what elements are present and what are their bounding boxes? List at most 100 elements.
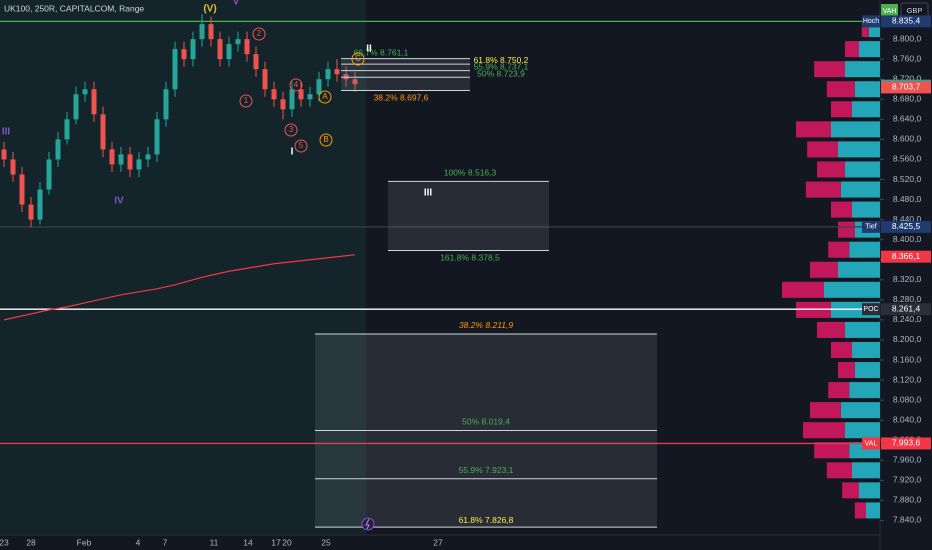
profile-down-bar — [807, 141, 838, 158]
profile-down-bar — [810, 402, 841, 419]
fib-percent: 50% — [477, 69, 494, 79]
profile-down-bar — [826, 462, 852, 479]
candle-body — [199, 24, 205, 40]
x-tick-label: 27 — [433, 537, 443, 547]
wave-label: B — [323, 135, 328, 144]
candle-body — [226, 44, 232, 60]
price-tag-name-box — [862, 220, 880, 233]
candle-body — [91, 89, 97, 115]
price-tag-label: 8.366,1 — [892, 251, 921, 261]
candle-body — [37, 189, 43, 220]
wave-circle — [319, 133, 333, 147]
fib-percent: 38.2% — [374, 93, 399, 103]
fib-value: 8.211,9 — [485, 320, 513, 330]
fib-percent: 38.2% — [459, 320, 484, 330]
candle-body — [163, 89, 169, 120]
wave-label: IV — [114, 196, 124, 207]
fib-value: 8.750,2 — [500, 55, 529, 65]
profile-down-bar — [831, 341, 852, 359]
profile-up-bar — [868, 21, 880, 38]
fib-label: 61.8% 7.826,8 — [459, 515, 514, 525]
candle-body — [280, 99, 286, 110]
y-tick-label: 8.120,0 — [893, 374, 922, 384]
candle-body — [172, 49, 178, 90]
candle-body — [208, 24, 214, 40]
fib-percent: 55.9% — [459, 465, 484, 475]
profile-up-bar — [852, 201, 880, 218]
fib-value: 8.761,1 — [380, 48, 409, 58]
profile-up-bar — [824, 281, 880, 298]
x-tick-label: 14 — [243, 537, 253, 547]
candle-body — [244, 39, 250, 55]
x-tick-label: 7 — [163, 537, 168, 547]
wave-circle — [239, 94, 253, 108]
profile-down-bar — [796, 301, 831, 318]
profile-down-bar — [838, 362, 855, 379]
wave-label: II — [366, 44, 372, 55]
profile-down-bar — [805, 181, 841, 198]
profile-down-bar — [803, 422, 845, 439]
profile-down-bar — [861, 21, 869, 38]
vah-label: VAH — [883, 8, 897, 15]
event-icon[interactable] — [361, 517, 375, 531]
y-tick-label: 8.440,0 — [893, 214, 922, 224]
fib-label: 55.9% 7.923,1 — [459, 465, 514, 475]
candle-body — [316, 79, 322, 95]
y-tick-label: 8.720,0 — [893, 73, 922, 83]
wave-label: 2 — [257, 29, 262, 38]
profile-down-bar — [831, 101, 852, 118]
profile-down-bar — [810, 261, 838, 278]
y-tick-label: 8.640,0 — [893, 114, 922, 124]
profile-up-bar — [840, 402, 880, 419]
wave-label: 3 — [289, 125, 294, 134]
profile-down-bar — [782, 281, 824, 298]
wave-label: III — [424, 188, 433, 199]
fib-percent: 61.8% — [474, 55, 499, 65]
candle-body — [181, 49, 187, 60]
candle-body — [127, 154, 133, 170]
y-tick-label: 8.280,0 — [893, 294, 922, 304]
y-tick-label: 7.840,0 — [893, 515, 922, 525]
price-tag-name-box — [862, 303, 880, 316]
wave-label: 1 — [244, 96, 249, 105]
profile-up-bar — [845, 61, 880, 78]
candle-body — [298, 89, 304, 100]
y-tick-label: 7.960,0 — [893, 455, 922, 465]
wave-label: (V) — [203, 4, 216, 15]
fib-percent: 50% — [462, 417, 479, 427]
y-tick-label: 8.320,0 — [893, 274, 922, 284]
candle-body — [325, 69, 331, 80]
profile-up-bar — [854, 362, 880, 379]
fib-percent: 161.8% — [440, 253, 469, 263]
price-tag-name: POC — [863, 306, 878, 313]
profile-down-bar — [817, 321, 845, 338]
x-tick-label: 17 — [271, 537, 281, 547]
profile-up-bar — [838, 261, 880, 278]
y-tick-label: 8.600,0 — [893, 134, 922, 144]
y-tick-label: 8.760,0 — [893, 53, 922, 63]
symbol-header: UK100, 250R, CAPITALCOM, Range — [4, 3, 144, 13]
currency-label[interactable]: GBP — [907, 6, 923, 15]
y-tick-label: 7.920,0 — [893, 475, 922, 485]
fib-label: 66.7% 8.761,1 — [354, 48, 409, 58]
fib-percent: 61.8% — [459, 515, 484, 525]
price-tag — [881, 81, 931, 94]
profile-down-bar — [831, 201, 852, 218]
price-tag-name: Hoch — [863, 18, 879, 25]
y-tick-label: 8.560,0 — [893, 154, 922, 164]
x-tick-label: 25 — [321, 537, 331, 547]
fib-label: 50% 8.019,4 — [462, 417, 510, 427]
candle-body — [253, 54, 259, 70]
y-tick-label: 8.800,0 — [893, 33, 922, 43]
wave-circle — [284, 123, 298, 137]
wave-label: 4 — [294, 80, 299, 89]
price-tag-label: 7.993,6 — [892, 438, 921, 448]
candle-body — [82, 89, 88, 95]
profile-up-bar — [859, 482, 880, 499]
candle-body — [118, 154, 124, 165]
price-tag-name-box — [862, 437, 880, 450]
wave-circle — [318, 90, 332, 104]
price-tag-label: 8.261,4 — [892, 303, 921, 313]
